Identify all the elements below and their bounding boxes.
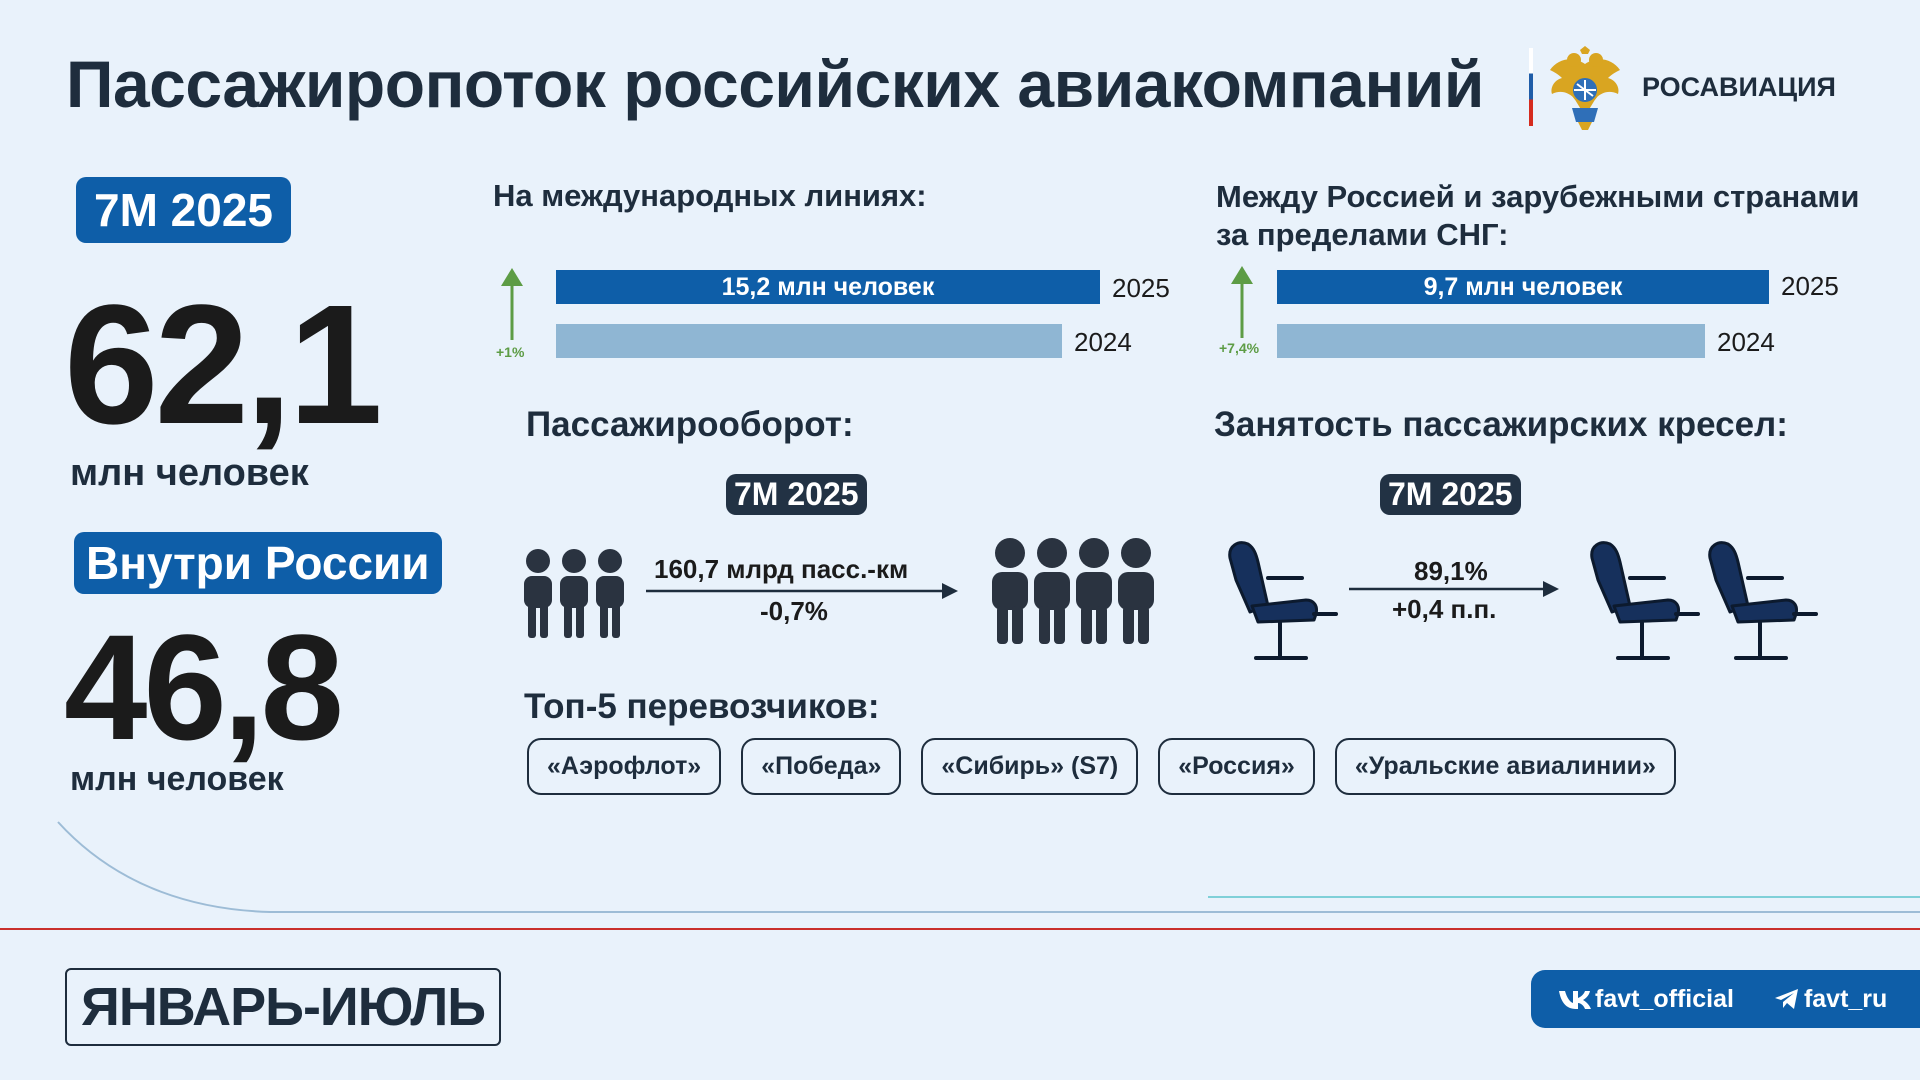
growth-arrow-icon xyxy=(501,268,523,340)
period-label: ЯНВАРЬ-ИЮЛЬ xyxy=(65,968,502,1046)
seat-load-value: 89,1% xyxy=(1414,556,1488,586)
rosaviation-emblem-icon xyxy=(1550,46,1620,130)
telegram-icon xyxy=(1774,989,1798,1009)
rpk-change: -0,7% xyxy=(760,596,828,626)
abroad-year-2025: 2025 xyxy=(1781,271,1839,301)
carrier-chip-aeroflot: «Аэрофлот» xyxy=(527,738,722,795)
abroad-bar-2025: 9,7 млн человек xyxy=(1277,270,1769,304)
total-passengers-unit: млн человек xyxy=(70,452,309,494)
total-passengers-value: 62,1 xyxy=(64,270,383,460)
carrier-chip-rossiya: «Россия» xyxy=(1158,738,1315,795)
arrow-right-icon xyxy=(1349,581,1559,597)
carrier-list: «Аэрофлот» «Победа» «Сибирь» (S7) «Росси… xyxy=(527,738,1676,795)
domestic-badge: Внутри России xyxy=(74,532,442,594)
abroad-heading-line2: за пределами СНГ: xyxy=(1216,217,1509,252)
rpk-period-badge: 7М 2025 xyxy=(726,474,867,515)
abroad-year-2024: 2024 xyxy=(1717,327,1775,357)
abroad-heading: Между Россией и зарубежными странами за … xyxy=(1216,178,1859,254)
vk-link[interactable]: favt_official xyxy=(1557,985,1734,1014)
international-bar-2024 xyxy=(556,324,1062,358)
arrow-right-icon xyxy=(646,583,958,599)
seat-icon xyxy=(1228,541,1338,660)
carrier-chip-pobeda: «Победа» xyxy=(741,738,902,795)
abroad-growth: +7,4% xyxy=(1219,340,1260,356)
rpk-value: 160,7 млрд пасс.-км xyxy=(654,554,909,584)
carrier-chip-s7: «Сибирь» (S7) xyxy=(921,738,1139,795)
growth-arrow-icon xyxy=(1231,266,1253,338)
rpk-heading: Пассажирооборот: xyxy=(526,405,854,444)
abroad-bar-2024 xyxy=(1277,324,1705,358)
telegram-handle: favt_ru xyxy=(1803,984,1888,1013)
international-heading: На международных линиях: xyxy=(493,178,927,213)
period-badge: 7М 2025 xyxy=(76,177,292,243)
brand-name: РОСАВИАЦИЯ xyxy=(1642,72,1836,102)
abroad-heading-line1: Между Россией и зарубежными странами xyxy=(1216,179,1860,214)
carrier-chip-ural: «Уральские авиалинии» xyxy=(1334,738,1676,795)
brand-flag-stripe xyxy=(1529,48,1533,126)
domestic-passengers-unit: млн человек xyxy=(70,760,284,798)
domestic-passengers-value: 46,8 xyxy=(64,603,344,771)
international-year-2024: 2024 xyxy=(1074,327,1132,357)
telegram-link[interactable]: favt_ru xyxy=(1774,985,1887,1014)
international-bar-2025: 15,2 млн человек xyxy=(556,270,1100,304)
seat-load-change: +0,4 п.п. xyxy=(1392,594,1497,624)
vk-icon xyxy=(1559,991,1591,1009)
seat-load-period-badge: 7М 2025 xyxy=(1380,474,1521,515)
international-growth: +1% xyxy=(496,344,525,360)
seat-load-heading: Занятость пассажирских кресел: xyxy=(1214,405,1788,444)
people-group-small-icon xyxy=(524,549,624,638)
top5-heading: Топ-5 перевозчиков: xyxy=(524,687,880,726)
seat-icon xyxy=(1590,541,1700,660)
international-year-2025: 2025 xyxy=(1112,273,1170,303)
social-links: favt_official favt_ru xyxy=(1531,970,1920,1028)
people-group-large-icon xyxy=(992,538,1154,644)
seat-icon xyxy=(1708,541,1818,660)
page-title: Пассажиропоток российских авиакомпаний xyxy=(66,47,1484,121)
vk-handle: favt_official xyxy=(1595,984,1734,1013)
